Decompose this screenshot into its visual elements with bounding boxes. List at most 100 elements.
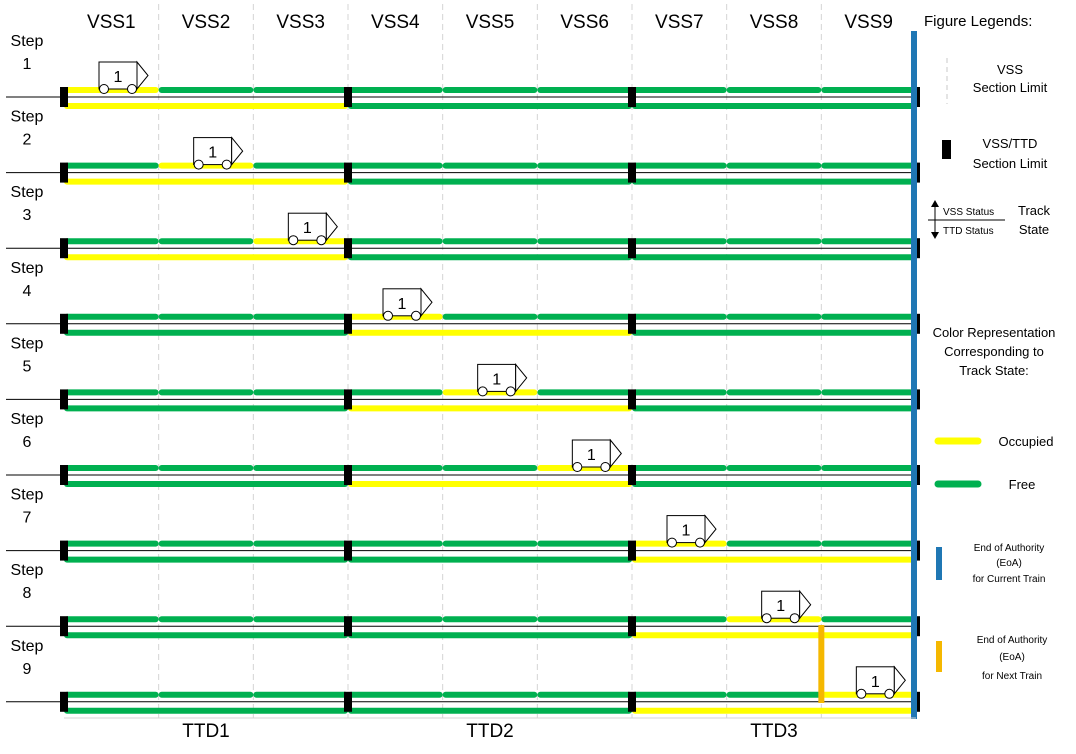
step-label: Step <box>11 638 44 655</box>
vss-ttd-limit-marker <box>344 465 352 485</box>
train-nose <box>515 362 528 393</box>
step-row-4: Step 4 1 <box>6 260 920 336</box>
legend-eoa-current-line1: End of Authority <box>974 543 1045 554</box>
vss-ttd-limit-marker <box>628 540 636 561</box>
train-wheel <box>288 235 299 246</box>
step-number: 7 <box>23 510 32 527</box>
legend-vss-limit-line2: Section Limit <box>973 80 1048 95</box>
legend-vss-ttd-limit-line1: VSS/TTD <box>983 136 1038 151</box>
legend-vss-limit-line1: VSS <box>997 62 1023 77</box>
train-nose <box>893 665 906 696</box>
train-icon: 1 <box>193 136 244 170</box>
vss-ttd-limit-marker <box>60 389 68 410</box>
step-label: Step <box>11 260 44 277</box>
train-wheel <box>600 462 611 472</box>
figure-legend: Figure Legends: VSS Section Limit VSS/TT… <box>924 13 1055 682</box>
train-wheel <box>856 688 867 699</box>
train-label: 1 <box>303 220 312 237</box>
vss-ttd-limit-marker <box>628 162 636 183</box>
vss-ttd-limit-marker <box>628 87 636 107</box>
train-label: 1 <box>398 296 407 313</box>
train-wheel <box>695 537 705 548</box>
legend-color-rep-line2: Corresponding to <box>944 344 1044 359</box>
vss-ttd-limit-marker <box>628 313 636 334</box>
legend-eoa-current-line2: (EoA) <box>996 558 1022 569</box>
eoa-markers <box>818 31 917 719</box>
train-wheel <box>572 462 583 472</box>
vss-ttd-limit-marker <box>344 540 352 561</box>
vss-header-4: VSS4 <box>371 12 420 33</box>
vss-header-3: VSS3 <box>276 12 325 33</box>
train-wheel <box>127 84 137 94</box>
step-number: 6 <box>23 434 32 451</box>
legend-vss-status: VSS Status <box>943 207 994 218</box>
vss-ttd-limit-marker <box>628 238 636 259</box>
step-number: 5 <box>23 358 32 375</box>
vss-ttd-limit-marker <box>60 540 68 561</box>
step-row-7: Step 7 1 <box>6 487 920 563</box>
ttd-label-1: TTD1 <box>182 721 230 742</box>
step-number: 9 <box>23 661 32 678</box>
train-nose <box>609 438 622 469</box>
eoa-current-line <box>911 31 917 719</box>
train-wheel <box>316 235 327 246</box>
vss-ttd-limit-symbol <box>942 140 951 159</box>
train-label: 1 <box>114 69 123 86</box>
train-icon: 1 <box>477 362 528 397</box>
vss-header-5: VSS5 <box>466 12 515 33</box>
vss-ttd-limit-marker <box>628 465 636 485</box>
train-icon: 1 <box>855 665 906 699</box>
ttd-axis: TTD1 TTD2 TTD3 <box>64 717 916 742</box>
vss-ttd-limit-marker <box>344 238 352 259</box>
ttd-label-2: TTD2 <box>466 721 514 742</box>
train-nose <box>420 287 433 318</box>
legend-track-state-line1: Track <box>1018 203 1051 218</box>
train-wheel <box>505 386 516 397</box>
train-icon: 1 <box>382 287 433 321</box>
vss-ttd-limit-marker <box>628 616 636 637</box>
step-number: 8 <box>23 585 32 602</box>
step-label: Step <box>11 184 44 201</box>
train-wheel <box>789 613 800 624</box>
train-wheel <box>193 159 204 170</box>
step-label: Step <box>11 33 44 50</box>
train-nose <box>136 60 149 91</box>
train-label: 1 <box>871 674 880 691</box>
train-nose <box>799 589 812 620</box>
step-number: 1 <box>23 56 32 73</box>
step-row-5: Step 5 1 <box>6 335 920 412</box>
step-row-6: Step 6 1 <box>6 411 920 487</box>
step-row-9: Step 9 1 <box>6 638 920 714</box>
step-label: Step <box>11 411 44 428</box>
train-icon: 1 <box>666 514 717 548</box>
step-row-8: Step 8 1 <box>6 562 920 639</box>
vss-ttd-limit-marker <box>60 691 68 712</box>
legend-color-rep-line1: Color Representation <box>933 325 1056 340</box>
legend-eoa-next-line1: End of Authority <box>977 635 1048 646</box>
legend-color-rep-line3: Track State: <box>959 363 1029 378</box>
step-label: Step <box>11 487 44 504</box>
vss-ttd-limit-marker <box>60 616 68 637</box>
train-nose <box>704 514 717 545</box>
step-row-1: Step 1 1 <box>6 33 920 109</box>
legend-free: Free <box>1009 477 1036 492</box>
arrow-down-icon <box>931 232 939 239</box>
train-wheel <box>411 310 421 321</box>
train-wheel <box>667 537 677 548</box>
legend-eoa-current-line3: for Current Train <box>973 574 1046 585</box>
train-nose <box>231 136 244 167</box>
legend-title: Figure Legends: <box>924 13 1032 30</box>
train-label: 1 <box>492 371 501 388</box>
train-wheel <box>383 310 393 321</box>
vss-ttd-limit-marker <box>628 691 636 712</box>
step-number: 3 <box>23 207 32 224</box>
train-icon: 1 <box>287 211 338 246</box>
vss-ttd-limit-marker <box>60 87 68 107</box>
vss-column-headers: VSS1 VSS2 VSS3 VSS4 VSS5 VSS6 VSS7 VSS8 VSS9 <box>87 12 893 33</box>
vss-ttd-limit-marker <box>628 389 636 410</box>
legend-vss-ttd-limit-line2: Section Limit <box>973 156 1048 171</box>
vss-header-8: VSS8 <box>750 12 799 33</box>
train-wheel <box>477 386 488 397</box>
step-row-2: Step 2 1 <box>6 109 920 185</box>
